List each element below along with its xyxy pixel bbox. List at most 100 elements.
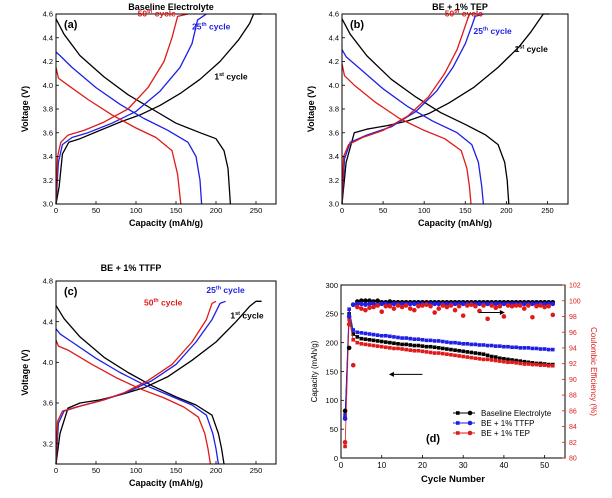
legend-marker — [456, 421, 460, 425]
curve-25th-cycle-discharge — [55, 51, 203, 205]
capacity-point — [388, 346, 392, 350]
x-tick-label: 150 — [459, 206, 472, 215]
capacity-point — [453, 353, 457, 358]
y-tick-label: 4.6 — [43, 10, 53, 19]
curve-25th-cycle-charge — [55, 300, 226, 465]
capacity-point — [510, 358, 514, 362]
efficiency-point — [509, 303, 515, 309]
legend-marker — [456, 431, 460, 435]
efficiency-point — [350, 362, 356, 368]
efficiency-point — [420, 303, 425, 308]
x-axis-title: Capacity (mAh/g) — [129, 478, 203, 488]
x-tick-label: 100 — [418, 206, 431, 215]
capacity-point — [343, 444, 347, 449]
efficiency-point — [526, 303, 531, 308]
capacity-point — [550, 347, 555, 352]
y-right-tick-label: 96 — [569, 330, 577, 337]
capacity-point — [379, 333, 384, 338]
capacity-point — [485, 353, 490, 358]
cycle-label: 1st cycle — [230, 311, 264, 321]
capacity-point — [351, 337, 356, 342]
capacity-point — [379, 344, 384, 349]
efficiency-point — [379, 301, 385, 307]
capacity-point — [534, 362, 539, 367]
capacity-point — [392, 341, 396, 346]
capacity-point — [432, 351, 437, 355]
capacity-point — [416, 343, 421, 348]
curve-50th-cycle-discharge — [341, 63, 472, 205]
x-tick-label: 150 — [170, 466, 183, 475]
plot-frame — [55, 13, 277, 205]
capacity-point — [445, 340, 449, 344]
panel-label: (c) — [64, 286, 78, 298]
efficiency-point — [354, 304, 360, 310]
capacity-point — [481, 352, 486, 356]
capacity-point — [367, 337, 372, 342]
curve-1st-cycle-discharge — [55, 18, 232, 205]
capacity-point — [343, 412, 347, 417]
efficiency-point — [477, 301, 482, 307]
efficiency-point — [501, 314, 507, 319]
plot-frame — [341, 13, 569, 205]
legend-entry: BE + 1% TEP — [481, 429, 530, 438]
series-line — [344, 319, 553, 447]
efficiency-point — [542, 301, 547, 307]
efficiency-point — [407, 306, 413, 311]
y-tick-label: 200 — [325, 338, 338, 347]
x-axis-title: Capacity (mAh/g) — [129, 218, 203, 228]
efficiency-point — [367, 305, 372, 311]
capacity-point — [473, 342, 478, 347]
efficiency-point — [371, 301, 376, 307]
efficiency-point — [403, 303, 409, 308]
capacity-point — [412, 348, 417, 353]
capacity-point — [469, 342, 474, 347]
capacity-point — [465, 342, 470, 346]
capacity-point — [546, 347, 551, 352]
capacity-point — [408, 343, 413, 347]
efficiency-point — [379, 309, 385, 315]
capacity-point — [432, 339, 437, 343]
y-right-tick-label: 84 — [569, 424, 577, 431]
capacity-point — [408, 336, 413, 341]
x-tick-label: 50 — [92, 466, 100, 475]
efficiency-point — [538, 303, 543, 308]
curve-50th-cycle-discharge — [55, 67, 182, 205]
curve-1st-cycle-charge — [55, 300, 262, 465]
curve-50th-cycle-discharge — [55, 339, 212, 465]
capacity-point — [367, 343, 372, 347]
efficiency-point — [505, 303, 511, 308]
y-tick-label: 4.0 — [43, 81, 53, 90]
capacity-point — [420, 344, 425, 348]
efficiency-point — [367, 298, 372, 304]
efficiency-point — [367, 301, 372, 307]
efficiency-point — [363, 307, 368, 313]
efficiency-point — [346, 314, 352, 319]
capacity-point — [388, 340, 392, 345]
y-right-tick-label: 92 — [569, 361, 577, 368]
x-axis-title: Capacity (mAh/g) — [418, 218, 492, 228]
efficiency-point — [485, 316, 490, 322]
plot-frame — [55, 280, 277, 465]
capacity-point — [498, 359, 502, 363]
capacity-point — [514, 345, 518, 350]
capacity-point — [424, 338, 429, 343]
capacity-point — [420, 337, 425, 342]
capacity-point — [412, 343, 417, 348]
curve-25th-cycle-discharge — [55, 328, 220, 465]
efficiency-point — [542, 304, 547, 310]
capacity-point — [506, 357, 510, 362]
capacity-point — [351, 328, 356, 332]
efficiency-point — [383, 303, 389, 309]
capacity-point — [514, 361, 518, 365]
capacity-point — [445, 352, 449, 356]
x-tick-label: 0 — [339, 461, 344, 470]
cycle-label: 1st cycle — [515, 44, 549, 54]
panel-title: Baseline Electrolyte — [128, 2, 214, 12]
capacity-point — [424, 344, 429, 349]
curve-25th-cycle-charge — [55, 13, 207, 205]
efficiency-point — [497, 303, 503, 309]
capacity-point — [518, 361, 522, 366]
capacity-point — [404, 347, 408, 352]
capacity-point — [461, 342, 465, 346]
capacity-point — [371, 343, 376, 348]
